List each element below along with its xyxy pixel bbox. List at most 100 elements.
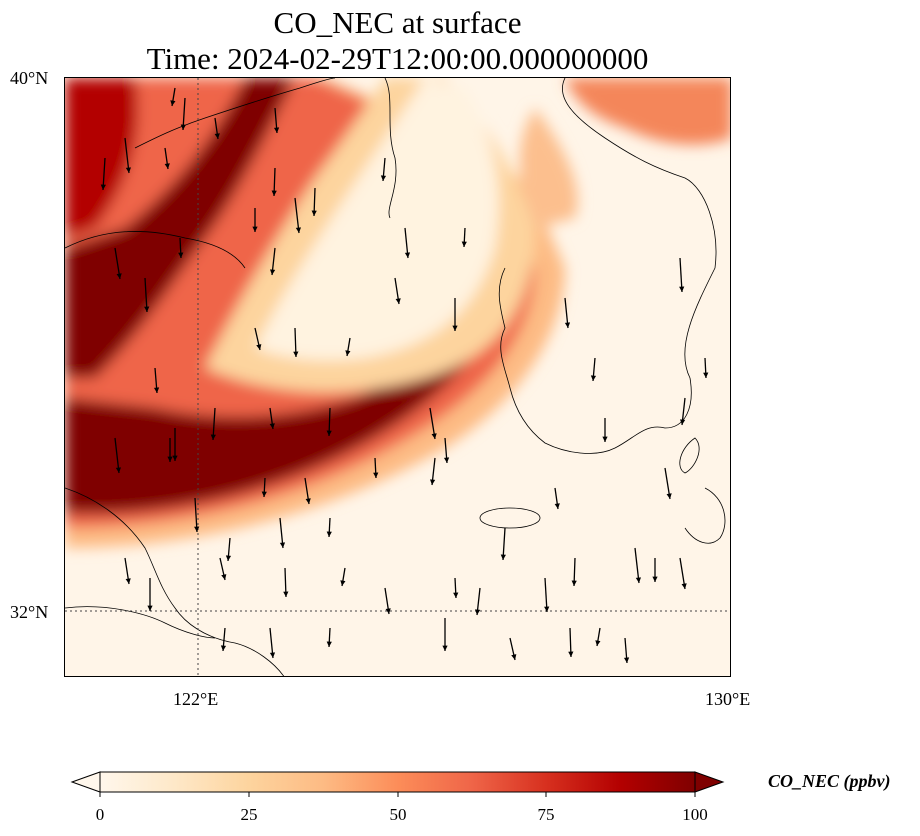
wind-arrow-head: [167, 456, 173, 462]
wind-arrow-head: [511, 654, 517, 660]
wind-arrow-head: [373, 472, 379, 478]
wind-arrow-head: [680, 419, 686, 425]
colorbar: [70, 771, 725, 797]
wind-arrow-head: [395, 298, 401, 304]
wind-arrow-head: [326, 641, 332, 647]
wind-arrow-head: [595, 640, 601, 646]
wind-arrow-head: [147, 605, 153, 611]
colorbar-ticks: [99, 792, 696, 797]
colorbar-tick-label-100: 100: [682, 805, 708, 824]
yangtze-estuary: [65, 606, 216, 639]
wind-arrow-head: [602, 436, 608, 442]
wind-arrow-head: [144, 306, 150, 312]
wind-arrow-shaft: [634, 547, 640, 584]
wind-arrow-head: [116, 273, 122, 279]
wind-arrow-head: [214, 133, 220, 139]
wind-arrow-head: [164, 163, 170, 169]
wind-vectors: [100, 87, 709, 664]
gridlines: [65, 78, 730, 676]
wind-arrow-head: [279, 542, 286, 548]
wind-arrow-head: [500, 554, 506, 560]
china-coastline: [65, 487, 285, 676]
wind-arrow-head: [270, 269, 276, 275]
wind-arrow-shaft: [294, 197, 300, 234]
coastlines: [65, 78, 726, 676]
jeju-island: [479, 507, 541, 529]
korea-coastline: [498, 78, 717, 454]
colorbar-max-extend: [694, 771, 725, 793]
colorbar-tick-label-25: 25: [240, 805, 258, 824]
wind-arrow-head: [703, 372, 709, 378]
wind-arrow-head: [153, 387, 160, 393]
wind-arrow-head: [125, 578, 131, 584]
wind-arrow-head: [568, 651, 574, 657]
wind-arrow-head: [679, 286, 685, 292]
wind-arrow-head: [305, 498, 311, 504]
map-title: CO_NEC at surface: [273, 5, 522, 40]
wind-arrow-head: [380, 175, 387, 181]
lat-label-40n: 40°N: [10, 68, 49, 88]
wind-arrow-head: [178, 252, 184, 258]
lon-label-122e: 122°E: [173, 689, 219, 709]
wind-arrow-head: [430, 479, 436, 485]
peninsula-coastline: [65, 231, 246, 269]
wind-arrow-head: [252, 226, 258, 232]
wind-arrow-head: [221, 574, 227, 580]
wind-arrow-head: [293, 351, 299, 357]
wind-arrow-head: [269, 652, 276, 658]
wind-arrow-head: [681, 583, 687, 589]
wind-arrow-head: [590, 375, 597, 381]
northern-coastline: [134, 78, 336, 149]
bay-coastline: [384, 78, 397, 219]
wind-arrow-head: [115, 467, 121, 473]
wind-arrow-head: [172, 455, 178, 461]
colorbar-ramp: [99, 771, 696, 793]
wind-arrow-head: [273, 127, 280, 133]
wind-arrow-head: [225, 555, 232, 561]
wind-arrow-head: [170, 100, 176, 106]
wind-arrow-head: [261, 491, 267, 497]
lon-label-130e: 130°E: [705, 689, 751, 709]
wind-arrow-shaft: [679, 257, 683, 293]
wind-arrow-head: [453, 592, 459, 598]
wind-arrow-head: [666, 493, 672, 499]
colorbar-min-extend: [70, 771, 101, 793]
wind-arrow-head: [404, 252, 411, 258]
wind-arrow-shaft: [114, 437, 120, 474]
wind-arrow-head: [220, 645, 227, 651]
wind-arrow-head: [385, 608, 391, 614]
wind-arrow-head: [554, 503, 560, 509]
wind-arrow-head: [623, 657, 630, 663]
colorbar-tick-label-50: 50: [389, 805, 407, 824]
concentration-field: [65, 78, 730, 548]
map-time-subtitle: Time: 2024-02-29T12:00:00.000000000: [146, 41, 649, 76]
wind-arrow-head: [180, 124, 186, 130]
wind-arrow-head: [544, 606, 550, 612]
wind-arrow-head: [326, 430, 332, 436]
lat-label-32n: 32°N: [10, 602, 49, 622]
wind-arrow-head: [295, 227, 301, 233]
wind-arrow-head: [652, 576, 658, 582]
concentration-map: [65, 78, 730, 676]
colorbar-tick-label-75: 75: [537, 805, 555, 824]
tsushima-island: [679, 437, 700, 474]
wind-arrow-head: [271, 190, 277, 196]
wind-arrow-head: [340, 580, 346, 586]
wind-arrow-head: [125, 167, 131, 173]
wind-arrow-head: [475, 609, 481, 615]
colorbar-tick-label-0: 0: [95, 805, 105, 824]
wind-arrow-head: [452, 325, 458, 331]
wind-arrow-head: [326, 531, 332, 537]
wind-arrow-shaft: [544, 577, 548, 613]
map-panel: [64, 77, 731, 677]
kyushu-coastline: [684, 487, 726, 544]
wind-arrow-head: [461, 241, 467, 247]
wind-arrow-head: [442, 645, 448, 651]
wind-arrow-head: [283, 591, 289, 597]
wind-arrow-head: [269, 423, 275, 429]
wind-arrow-shaft: [124, 137, 130, 174]
wind-arrow-head: [345, 350, 351, 356]
wind-arrow-shaft: [144, 277, 148, 313]
wind-arrow-head: [571, 580, 577, 586]
wind-arrow-head: [210, 434, 216, 440]
